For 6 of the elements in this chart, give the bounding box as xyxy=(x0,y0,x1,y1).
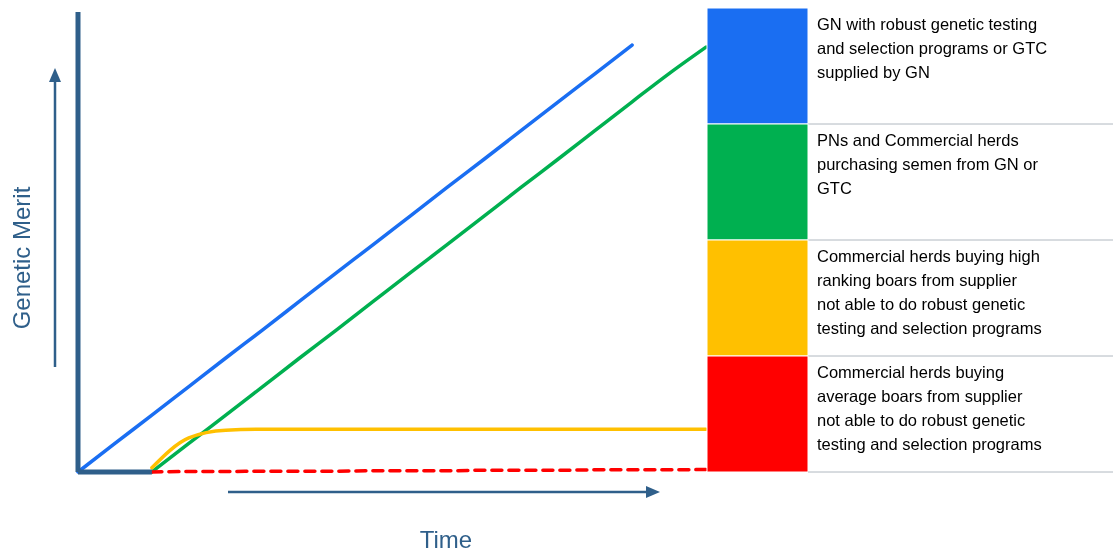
y-axis-title: Genetic Merit xyxy=(8,186,35,330)
text: PNs and Commercial herds purchasing semen from GN or GTC xyxy=(817,131,1039,197)
text: GN with robust genetic testing and selection programs or GTC supplied by GN xyxy=(817,15,1048,81)
x-axis-title: Time xyxy=(419,526,473,553)
text: Commercial herds buying high ranking boars from supplier not able to do robust genetic testing and selection programs xyxy=(817,247,1042,337)
text: Commercial herds buying average boars from supplier not able to do robust genetic testing and selection programs xyxy=(817,363,1042,453)
